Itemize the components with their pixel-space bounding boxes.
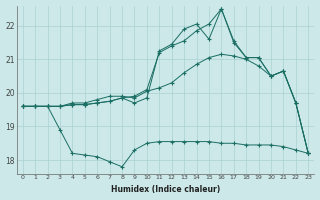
X-axis label: Humidex (Indice chaleur): Humidex (Indice chaleur) <box>111 185 220 194</box>
